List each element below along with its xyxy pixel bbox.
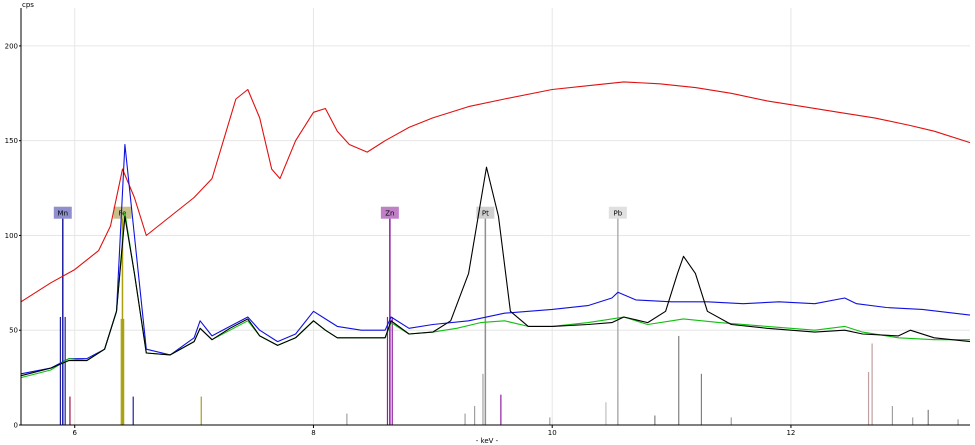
series-line-2 <box>20 143 971 375</box>
element-tag-box <box>380 206 399 219</box>
series-lines <box>20 81 971 379</box>
y-tick-label: 100 <box>5 232 18 240</box>
element-marker-zn[interactable]: Zn <box>380 206 399 425</box>
series-line-4 <box>20 166 971 377</box>
element-tag-label: Pb <box>614 210 623 218</box>
element-tag-label: Fe <box>118 210 126 218</box>
peak-lines <box>59 316 959 425</box>
tick-labels: 0 50 100 150 200 6 8 10 12 <box>5 42 796 437</box>
y-tick-label: 150 <box>5 137 18 145</box>
x-tick-label: 10 <box>548 429 557 437</box>
element-marker-pb[interactable]: Pb <box>608 206 627 425</box>
y-tick-label: 200 <box>5 42 18 50</box>
element-tag-box <box>53 206 72 219</box>
element-markers: Mn Fe Zn Pt Pb <box>53 206 627 425</box>
series-line-1 <box>20 81 971 303</box>
element-tag-label: Zn <box>385 210 394 218</box>
element-tag-label: Pt <box>482 210 489 218</box>
x-tick-label: 8 <box>311 429 315 437</box>
element-tag-box <box>608 206 627 219</box>
element-tag-box <box>113 206 132 219</box>
x-tick-label: 6 <box>72 429 77 437</box>
x-axis-label: - keV - <box>476 437 499 445</box>
x-tick-label: 12 <box>786 429 795 437</box>
element-tag-box <box>476 206 495 219</box>
element-marker-mn[interactable]: Mn <box>53 206 72 425</box>
element-tag-label: Mn <box>58 210 68 218</box>
grid <box>21 8 970 425</box>
element-marker-pt[interactable]: Pt <box>476 206 495 425</box>
y-axis-label: cps <box>22 1 34 9</box>
y-tick-label: 0 <box>14 422 18 430</box>
axes <box>20 8 970 426</box>
y-tick-label: 50 <box>9 327 18 335</box>
